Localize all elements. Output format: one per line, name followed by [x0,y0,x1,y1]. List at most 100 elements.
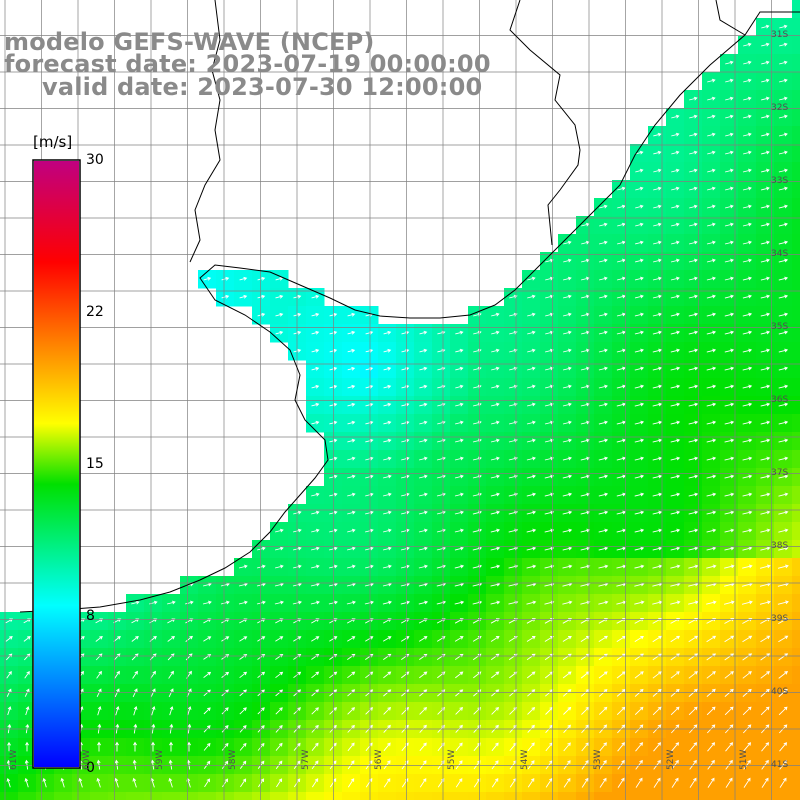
wind-arrow [670,564,681,569]
wind-speed-cell [216,792,235,800]
wind-arrow [275,671,284,679]
wind-arrow [617,222,626,227]
wind-arrow [490,510,501,515]
wind-arrow [760,402,771,407]
wind-arrow [418,528,428,533]
wind-arrow [670,312,680,317]
wind-arrow [634,528,645,533]
wind-arrow [778,510,789,515]
wind-arrow [258,778,265,788]
wind-arrow [760,366,771,371]
wind-arrow [616,258,626,263]
wind-arrow [562,438,572,443]
wind-arrow [347,778,355,788]
wind-arrow [670,402,681,407]
wind-arrow [527,777,535,788]
wind-arrow [544,420,554,425]
wind-arrow [653,168,662,173]
wind-arrow [400,582,410,587]
wind-arrow [382,582,392,587]
wind-speed-cell [792,342,800,361]
wind-arrow [418,582,428,587]
wind-arrow [635,186,644,191]
wind-arrow [383,706,392,715]
wind-arrow [725,742,734,752]
wind-speed-cell [792,306,800,325]
wind-speed-cell [198,792,217,800]
wind-arrow [310,600,320,605]
wind-arrow [491,312,500,317]
wind-arrow [707,96,716,101]
wind-arrow [203,636,212,642]
wind-arrow [670,492,681,497]
wind-arrow [634,706,644,716]
wind-arrow [365,420,374,425]
wind-arrow [346,564,356,569]
wind-arrow [508,384,518,389]
wind-arrow [365,707,374,715]
wind-arrow [706,330,717,335]
wind-speed-cell [684,792,703,800]
wind-arrow [653,777,661,788]
wind-speed-cell [54,792,73,800]
wind-arrow [598,474,609,479]
wind-arrow [671,759,679,770]
wind-arrow [310,546,320,551]
wind-speed-cell [270,792,289,800]
wind-arrow [400,564,410,569]
wind-arrow [634,312,644,317]
wind-arrow [670,546,681,551]
wind-arrow [688,276,698,281]
wind-arrow [778,240,789,245]
wind-arrow [329,348,338,353]
wind-arrow [257,294,266,299]
wind-speed-cell [792,540,800,559]
wind-arrow [778,168,788,173]
wind-arrow [760,420,771,425]
wind-arrow [706,474,717,479]
longitude-label: 54W [520,749,530,770]
wind-arrow [239,276,248,281]
wind-arrow [42,777,47,788]
wind-speed-cell [792,630,800,649]
wind-arrow [562,348,572,353]
wind-arrow [760,438,771,443]
wind-speed-cell [792,792,800,800]
wind-speed-cell [792,612,800,631]
wind-arrow [760,168,770,173]
wind-arrow [185,635,193,642]
wind-arrow [203,707,211,715]
wind-arrow [382,564,392,569]
wind-arrow [455,760,463,770]
wind-speed-cell [396,792,415,800]
wind-arrow [671,114,680,119]
wind-arrow [455,330,464,335]
wind-arrow [275,294,284,299]
wind-arrow [777,564,789,569]
wind-arrow [400,492,410,497]
wind-arrow [491,671,500,679]
wind-arrow [706,492,717,497]
colorbar-gradient [34,161,79,767]
wind-arrow [401,778,409,788]
wind-arrow [599,777,607,788]
border-line [509,0,581,246]
wind-arrow [725,132,734,137]
wind-arrow [778,330,789,335]
wind-arrow [239,742,247,751]
wind-arrow [778,528,789,533]
wind-arrow [544,600,555,605]
wind-arrow [616,706,626,716]
wind-arrow [778,366,789,371]
wind-arrow [95,635,103,642]
wind-arrow [742,528,753,533]
wind-arrow [598,635,608,642]
wind-arrow [634,688,644,697]
wind-arrow [418,492,428,497]
latitude-label: 39S [771,614,789,624]
wind-arrow [508,402,518,407]
wind-arrow [454,546,464,551]
wind-arrow [652,258,662,263]
wind-arrow [581,706,590,715]
wind-speed-cell [504,792,523,800]
